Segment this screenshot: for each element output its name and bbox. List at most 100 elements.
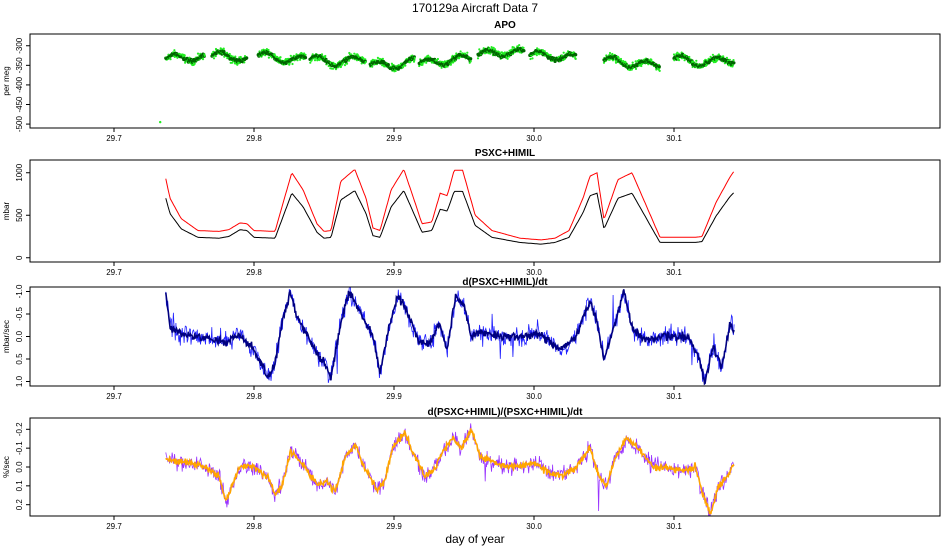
apo-point [574, 53, 578, 57]
apo-point-raw [631, 61, 634, 64]
apo-segment [672, 51, 736, 69]
y-axis-label: %/sec [2, 456, 11, 478]
apo-point-raw [339, 65, 343, 68]
apo-point-raw [394, 69, 397, 73]
plot-area [165, 287, 735, 386]
apo-point-raw [543, 50, 546, 53]
apo-point-raw [376, 56, 379, 60]
x-tick-label: 29.9 [386, 268, 402, 277]
apo-point-raw [222, 47, 225, 50]
y-tick-label: 0 [15, 255, 24, 260]
apo-point-raw [347, 59, 351, 62]
apo-point-raw [615, 61, 618, 64]
apo-point-raw [371, 65, 374, 68]
apo-point-raw [536, 47, 539, 50]
apo-point-raw [673, 59, 676, 62]
apo-point-raw [518, 44, 521, 47]
apo-point-raw [440, 66, 443, 69]
apo-point-raw [449, 63, 452, 66]
apo-point-raw [574, 57, 577, 61]
apo-segment [256, 48, 308, 66]
y-tick-label: -1.0 [15, 284, 24, 298]
panels: APO per meg 29.7 29.8 29.9 30.0 30.1 -300 -350 -4… [2, 20, 941, 531]
apo-point-raw [427, 54, 430, 57]
y-tick-label: 0.0 [15, 330, 24, 342]
y-tick-label: -400 [15, 76, 24, 93]
x-tick-label: 30.1 [666, 392, 682, 401]
apo-point-raw [487, 47, 491, 50]
apo-point [469, 57, 473, 61]
apo-point-raw [304, 53, 307, 56]
rate-line [165, 428, 735, 515]
apo-point [657, 65, 661, 69]
apo-point-raw [345, 62, 349, 65]
apo-point-raw [640, 64, 643, 68]
apo-point-raw [203, 54, 206, 57]
apo-point-raw [549, 53, 552, 57]
apo-point-raw [267, 56, 270, 59]
apo-point-raw [492, 46, 495, 49]
apo-point-raw [311, 53, 314, 56]
apo-point-raw [722, 55, 725, 58]
apo-point-raw [619, 57, 623, 61]
apo-point-raw [418, 64, 421, 68]
apo-point-raw [236, 63, 239, 66]
apo-point-raw [441, 60, 444, 64]
apo-point [245, 56, 249, 60]
y-tick-label: -500 [15, 116, 24, 133]
apo-point-raw [355, 59, 359, 62]
apo-point-raw [381, 57, 384, 61]
panel-title: d(PSXC+HIMIL)/(PSXC+HIMIL)/dt [428, 407, 584, 418]
x-tick-label: 29.9 [386, 134, 402, 143]
apo-point-raw [611, 52, 614, 56]
apo-point-raw [489, 52, 492, 55]
apo-point-raw [196, 52, 200, 55]
apo-point-raw [563, 57, 566, 61]
figure-title: 170129a Aircraft Data 7 [412, 1, 538, 15]
apo-point-raw [279, 56, 282, 59]
y-tick-label: -450 [15, 96, 24, 113]
apo-point-raw [608, 51, 612, 55]
apo-segment [368, 54, 416, 73]
x-tick-label: 29.7 [106, 134, 122, 143]
x-tick-label: 29.7 [106, 522, 122, 531]
apo-point-raw [303, 52, 306, 55]
apo-point-raw [357, 54, 360, 58]
apo-point-raw [672, 53, 676, 56]
apo-point-raw [711, 53, 715, 56]
panel-1: APO per meg 29.7 29.8 29.9 30.0 30.1 -300 -350 -4… [2, 20, 941, 143]
y-tick-label: -350 [15, 57, 24, 74]
rate-line-raw [165, 423, 735, 516]
apo-point-raw [634, 60, 637, 63]
apo-point-raw [288, 62, 291, 65]
apo-point-raw [512, 46, 516, 49]
apo-point-raw [404, 64, 407, 67]
x-tick-label: 29.7 [106, 268, 122, 277]
y-tick-label: 0.5 [15, 353, 24, 365]
apo-point [344, 60, 348, 64]
x-tick-label: 29.8 [246, 392, 262, 401]
apo-point-raw [498, 51, 501, 54]
panel-title: PSXC+HIMIL [475, 148, 535, 159]
panel-title: APO [494, 20, 516, 31]
x-axis-title: day of year [445, 532, 504, 546]
apo-point-raw [310, 59, 313, 62]
apo-point-raw [343, 64, 347, 67]
apo-point [732, 61, 736, 65]
apo-point-raw [201, 58, 205, 61]
pressure-line [165, 190, 734, 245]
apo-point-raw [193, 62, 196, 65]
apo-point-raw [225, 51, 229, 54]
apo-point-raw [658, 69, 661, 72]
x-tick-label: 30.0 [526, 392, 542, 401]
apo-point-raw [324, 54, 327, 58]
apo-point-raw [535, 54, 538, 57]
y-tick-label: 500 [15, 208, 24, 222]
apo-point-raw [234, 55, 237, 58]
apo-point-raw [169, 58, 172, 61]
apo-point-raw [503, 51, 506, 54]
apo-point-raw [677, 59, 681, 62]
apo-point-raw [436, 57, 439, 61]
apo-point-raw [705, 63, 709, 66]
